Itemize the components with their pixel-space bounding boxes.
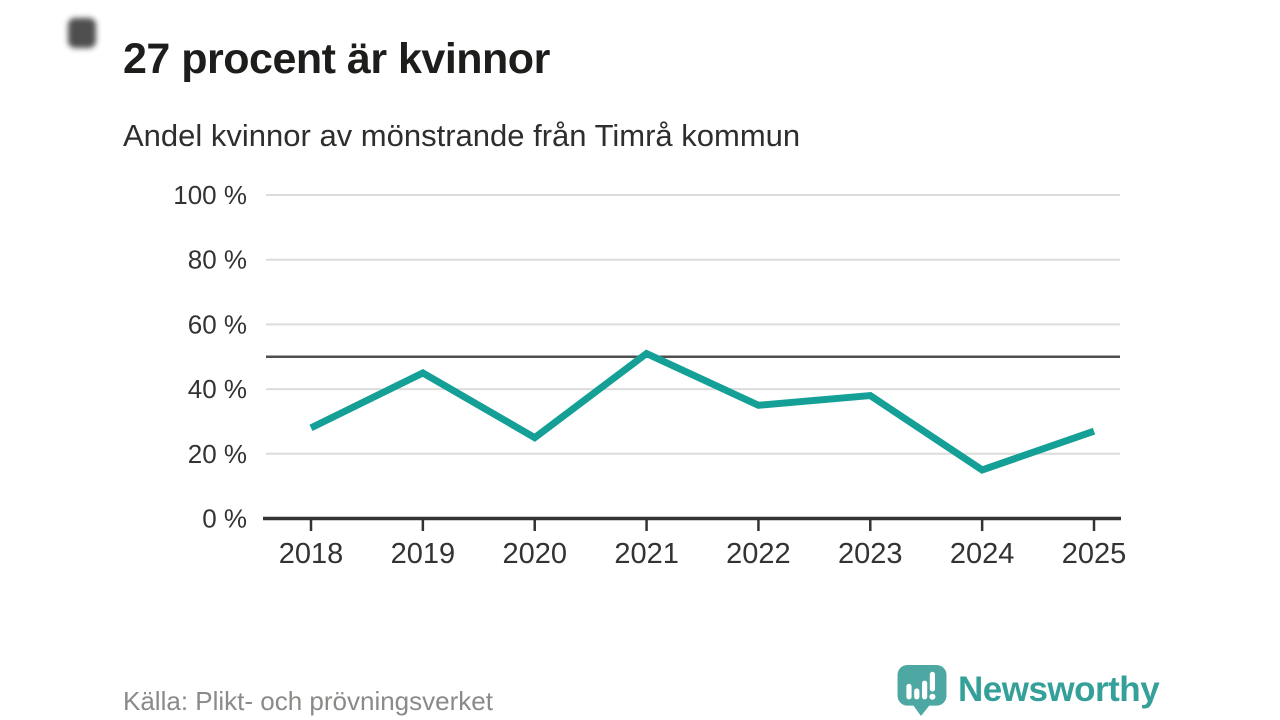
y-axis-tick-label: 80 % <box>188 245 247 275</box>
logo-bar-1 <box>906 683 912 699</box>
data-line-andel-kvinnor <box>309 349 1096 474</box>
x-axis-tick-label: 2018 <box>279 538 344 570</box>
y-axis-tick-label: 20 % <box>188 439 247 469</box>
x-axis-tick-label: 2023 <box>838 538 903 570</box>
x-axis-tick-label: 2022 <box>726 538 791 570</box>
y-axis-tick-label: 40 % <box>188 374 247 404</box>
y-axis-tick-label: 100 % <box>173 180 247 210</box>
x-axis-tick-label: 2021 <box>614 538 679 570</box>
page-title: 27 procent är kvinnor <box>123 34 550 83</box>
source-attribution: Källa: Plikt- och prövningsverket <box>123 686 493 716</box>
newsworthy-logo-icon <box>897 664 947 716</box>
logo-bar-3 <box>922 680 928 699</box>
y-axis-tick-label: 0 % <box>202 504 247 534</box>
logo-exclamation-bar <box>929 671 936 692</box>
y-axis-tick-label: 60 % <box>188 309 247 339</box>
x-axis-tick-label: 2019 <box>391 538 456 570</box>
x-axis-tick-label: 2020 <box>502 538 567 570</box>
chart-subtitle: Andel kvinnor av mönstrande från Timrå k… <box>123 118 801 153</box>
x-axis-tick-label: 2025 <box>1062 538 1127 570</box>
brand-name: Newsworthy <box>958 670 1160 709</box>
cropped-artifact-mark <box>68 18 96 48</box>
logo-bar-2 <box>914 687 920 699</box>
x-axis-tick-label: 2024 <box>950 538 1015 570</box>
newsworthy-brand: Newsworthy <box>897 663 1160 717</box>
logo-exclamation-dot <box>929 693 936 700</box>
